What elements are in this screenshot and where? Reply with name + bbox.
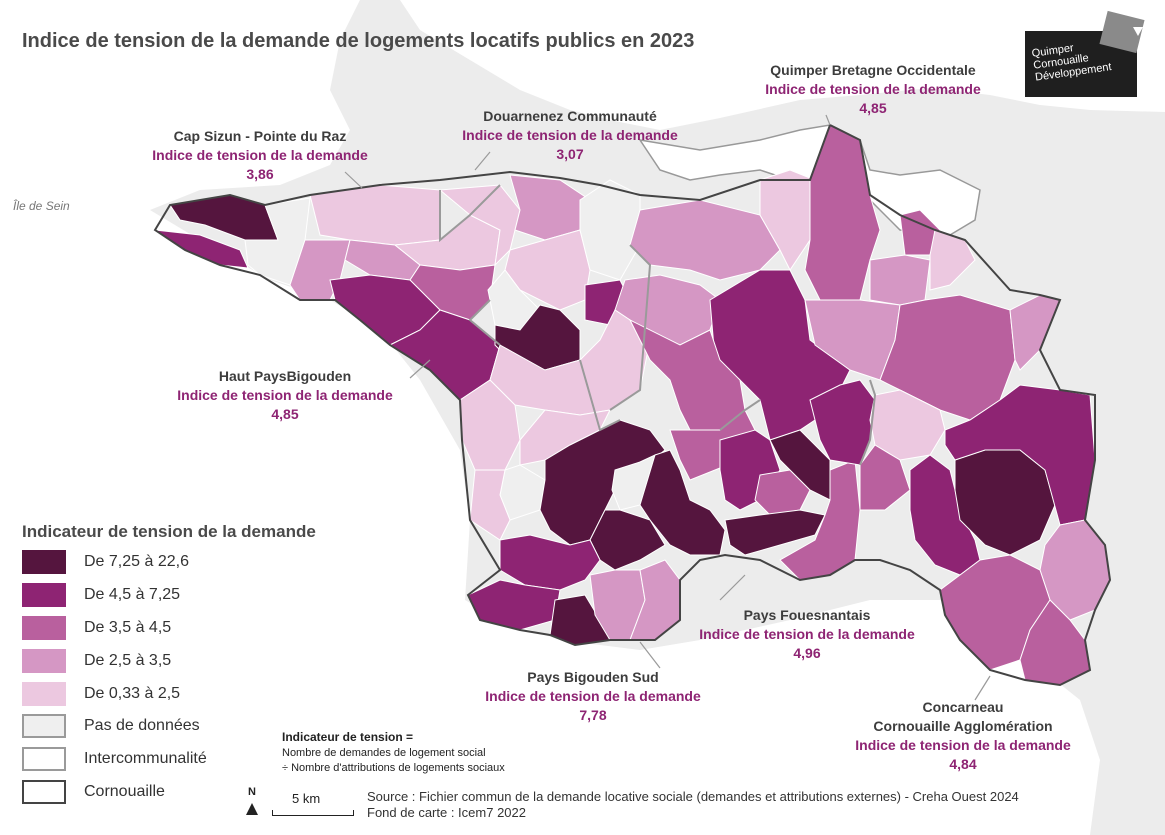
legend-label: Cornouaille (84, 783, 165, 800)
commune-qbo-6 (869, 254, 931, 306)
legend-swatch (22, 682, 66, 706)
legend-title: Indicateur de tension de la demande (22, 522, 316, 541)
formula-line-2: ÷ Nombre d'attributions de logements soc… (282, 762, 505, 774)
label-value: 4,85 (859, 100, 887, 116)
formula: Indicateur de tension = Nombre de demand… (282, 730, 505, 776)
scale-distance: 5 km (292, 791, 321, 806)
north-label: N (248, 786, 256, 798)
label-name: Pays Fouesnantais (743, 607, 871, 623)
label-concarneau: Concarneau Cornouaille Agglomération Ind… (823, 698, 1103, 774)
label-indicator: Indice de tension de la demande (177, 387, 393, 403)
label-pays-bigouden-sud: Pays Bigouden Sud Indice de tension de l… (453, 668, 733, 725)
intercommunalite-borders (439, 184, 877, 466)
label-quimper-bo: Quimper Bretagne Occidentale Indice de t… (728, 61, 1018, 118)
label-indicator: Indice de tension de la demande (855, 737, 1071, 753)
source: Source : Fichier commun de la demande lo… (367, 789, 1019, 821)
leader-lines (344, 114, 991, 701)
formula-title: Indicateur de tension = (282, 730, 414, 744)
label-cap-sizun: Cap Sizun - Pointe du Raz Indice de tens… (120, 127, 400, 184)
island-label: Île de Sein (13, 199, 70, 213)
commune-sud-2 (639, 449, 726, 556)
scale-bar: N 5 km (244, 786, 354, 820)
label-value: 4,84 (949, 756, 977, 772)
label-indicator: Indice de tension de la demande (765, 81, 981, 97)
legend-swatch (22, 714, 66, 738)
label-value: 3,07 (556, 146, 584, 162)
cornouaille-outline (153, 123, 1112, 687)
legend-label: De 3,5 à 4,5 (84, 619, 172, 636)
legend-label: De 0,33 à 2,5 (84, 685, 181, 702)
label-indicator: Indice de tension de la demande (152, 147, 368, 163)
legend-label: De 7,25 à 22,6 (84, 553, 189, 570)
label-value: 4,96 (793, 645, 821, 661)
commune-qbo-2 (759, 169, 816, 271)
commune-fouesnant-3 (769, 429, 831, 501)
scale-line (272, 810, 354, 816)
commune-fouesnant-4 (724, 509, 826, 556)
label-indicator: Indice de tension de la demande (485, 688, 701, 704)
legend-swatch (22, 747, 66, 771)
label-name: Quimper Bretagne Occidentale (770, 62, 976, 78)
north-arrow-icon (246, 803, 258, 815)
label-value: 7,78 (579, 707, 607, 723)
logo-triangle-icon (1133, 27, 1143, 36)
label-pays-fouesnantais: Pays Fouesnantais Indice de tension de l… (667, 606, 947, 663)
label-name-1: Concarneau (922, 699, 1004, 715)
legend-swatch (22, 550, 66, 574)
legend-label: Intercommunalité (84, 750, 207, 767)
commune-haut-4 (459, 379, 521, 471)
source-line-1: Source : Fichier commun de la demande lo… (367, 789, 1019, 804)
source-line-2: Fond de carte : Icem7 2022 (367, 805, 526, 820)
label-douarnenez: Douarnenez Communauté Indice de tension … (430, 107, 710, 164)
label-name: Cap Sizun - Pointe du Raz (173, 128, 347, 144)
commune-haut-3 (489, 309, 651, 416)
label-name: Pays Bigouden Sud (527, 669, 659, 685)
label-indicator: Indice de tension de la demande (699, 626, 915, 642)
label-value: 3,86 (246, 166, 274, 182)
label-value: 4,85 (271, 406, 299, 422)
label-name: Douarnenez Communauté (483, 108, 657, 124)
label-name: Haut PaysBigouden (218, 368, 352, 384)
formula-line-1: Nombre de demandes de logement social (282, 747, 486, 759)
legend-swatch (22, 583, 66, 607)
legend-label: Pas de données (84, 717, 200, 734)
legend-swatch (22, 616, 66, 640)
commune-dz-1 (438, 184, 521, 267)
legend-swatch (22, 649, 66, 673)
commune-sud-4 (499, 534, 601, 591)
label-haut-pays-bigouden: Haut PaysBigouden Indice de tension de l… (145, 367, 425, 424)
qcd-logo: Quimper Cornouaille Développement (1025, 10, 1145, 98)
commune-a1 (309, 184, 441, 246)
legend-label: De 2,5 à 3,5 (84, 652, 172, 669)
map-title: Indice de tension de la demande de logem… (22, 30, 695, 52)
legend-swatch (22, 780, 66, 804)
communes (154, 124, 1111, 686)
commune-nodata-3 (579, 179, 641, 281)
label-name-2: Cornouaille Agglomération (873, 718, 1053, 734)
legend-label: De 4,5 à 7,25 (84, 586, 181, 603)
label-indicator: Indice de tension de la demande (462, 127, 678, 143)
